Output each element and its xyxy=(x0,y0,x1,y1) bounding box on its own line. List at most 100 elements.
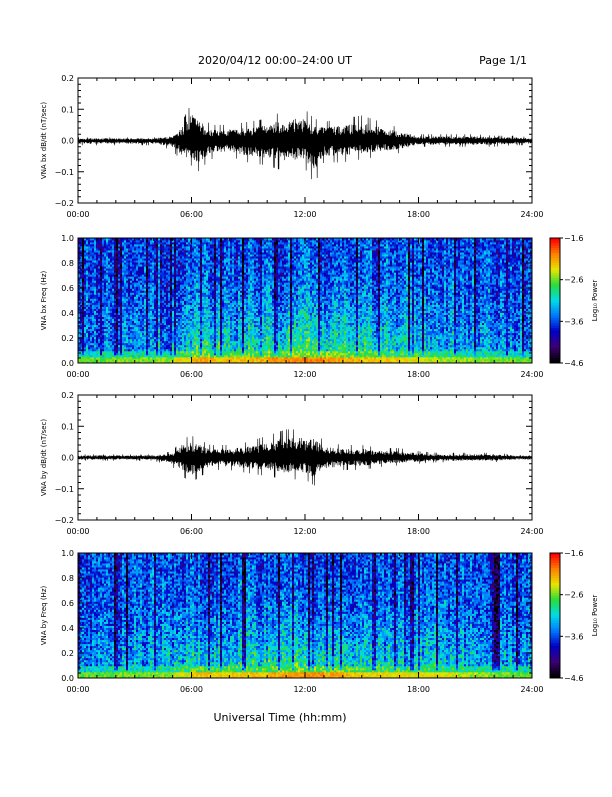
spectrogram-cell xyxy=(152,317,154,319)
spectrogram-cell xyxy=(170,264,172,266)
spectrogram-cell xyxy=(180,349,182,351)
spectrogram-cell xyxy=(82,250,84,252)
spectrogram-cell xyxy=(80,339,82,341)
spectrogram-cell xyxy=(202,343,204,345)
spectrogram-cell xyxy=(136,264,138,266)
spectrogram-cell xyxy=(182,347,184,349)
spectrogram-cell xyxy=(122,355,124,357)
spectrogram-cell xyxy=(214,240,216,242)
spectrogram-cell xyxy=(162,311,164,313)
spectrogram-cell xyxy=(114,254,116,256)
spectrogram-cell xyxy=(158,290,160,292)
spectrogram-cell xyxy=(170,290,172,292)
spectrogram-cell xyxy=(150,274,152,276)
spectrogram-cell xyxy=(172,250,174,252)
spectrogram-cell xyxy=(174,355,176,357)
spectrogram-cell xyxy=(150,349,152,351)
spectrogram-cell xyxy=(158,264,160,266)
spectrogram-cell xyxy=(130,355,132,357)
spectrogram-cell xyxy=(130,353,132,355)
spectrogram-cell xyxy=(144,264,146,266)
spectrogram-cell xyxy=(196,292,198,294)
spectrogram-cell xyxy=(166,240,168,242)
spectrogram-cell xyxy=(94,260,96,262)
spectrogram-cell xyxy=(192,317,194,319)
spectrogram-cell xyxy=(154,280,156,282)
spectrogram-cell xyxy=(184,286,186,288)
spectrogram-cell xyxy=(144,270,146,272)
spectrogram-cell xyxy=(100,250,102,252)
spectrogram-cell xyxy=(100,284,102,286)
spectrogram-cell xyxy=(210,244,212,246)
spectrogram-cell xyxy=(102,323,104,325)
spectrogram-cell xyxy=(134,244,136,246)
spectrogram-cell xyxy=(104,343,106,345)
spectrogram-cell xyxy=(148,290,150,292)
spectrogram-cell xyxy=(92,270,94,272)
spectrogram-cell xyxy=(188,270,190,272)
spectrogram-cell xyxy=(110,284,112,286)
spectrogram-cell xyxy=(222,353,224,355)
spectrogram-cell xyxy=(190,244,192,246)
spectrogram-cell xyxy=(138,301,140,303)
spectrogram-cell xyxy=(206,290,208,292)
spectrogram-cell xyxy=(194,284,196,286)
spectrogram-cell xyxy=(118,240,120,242)
spectrogram-cell xyxy=(128,284,130,286)
spectrogram-cell xyxy=(162,290,164,292)
spectrogram-cell xyxy=(92,280,94,282)
spectrogram-cell xyxy=(164,286,166,288)
spectrogram-cell xyxy=(212,355,214,357)
spectrogram-cell xyxy=(184,292,186,294)
spectrogram-cell xyxy=(208,327,210,329)
spectrogram-cell xyxy=(140,337,142,339)
spectrogram-cell xyxy=(128,329,130,331)
spectrogram-cell xyxy=(186,270,188,272)
spectrogram-cell xyxy=(176,353,178,355)
spectrogram-cell xyxy=(150,250,152,252)
spectrogram-cell xyxy=(174,329,176,331)
spectrogram-cell xyxy=(132,266,134,268)
spectrogram-cell xyxy=(128,359,130,361)
spectrogram-cell xyxy=(204,303,206,305)
spectrogram-cell xyxy=(152,260,154,262)
spectrogram-cell xyxy=(102,266,104,268)
spectrogram-cell xyxy=(172,329,174,331)
spectrogram-cell xyxy=(196,307,198,309)
spectrogram-cell xyxy=(110,274,112,276)
spectrogram-cell xyxy=(116,276,118,278)
spectrogram-cell xyxy=(202,276,204,278)
spectrogram-cell xyxy=(156,317,158,319)
spectrogram-cell xyxy=(144,329,146,331)
spectrogram-cell xyxy=(108,339,110,341)
spectrogram-cell xyxy=(224,317,226,319)
spectrogram-cell xyxy=(234,353,236,355)
spectrogram-cell xyxy=(126,343,128,345)
spectrogram-cell xyxy=(104,347,106,349)
spectrogram-cell xyxy=(196,264,198,266)
spectrogram-cell xyxy=(152,270,154,272)
spectrogram-cell xyxy=(104,276,106,278)
spectrogram-cell xyxy=(112,256,114,258)
spectrogram-cell xyxy=(84,248,86,250)
spectrogram-cell xyxy=(222,270,224,272)
spectrogram-cell xyxy=(134,286,136,288)
spectrogram-cell xyxy=(90,254,92,256)
spectrogram-cell xyxy=(124,347,126,349)
spectrogram-cell xyxy=(166,254,168,256)
spectrogram-cell xyxy=(188,317,190,319)
spectrogram-cell xyxy=(234,290,236,292)
spectrogram-cell xyxy=(124,311,126,313)
spectrogram-cell xyxy=(226,319,228,321)
spectrogram-cell xyxy=(146,248,148,250)
spectrogram-cell xyxy=(158,248,160,250)
spectrogram-cell xyxy=(200,280,202,282)
spectrogram-cell xyxy=(218,317,220,319)
spectrogram-cell xyxy=(150,327,152,329)
spectrogram-cell xyxy=(80,359,82,361)
spectrogram-cell xyxy=(110,270,112,272)
spectrogram-cell xyxy=(116,296,118,298)
spectrogram-cell xyxy=(192,313,194,315)
spectrogram-cell xyxy=(138,244,140,246)
spectrogram-cell xyxy=(192,311,194,313)
